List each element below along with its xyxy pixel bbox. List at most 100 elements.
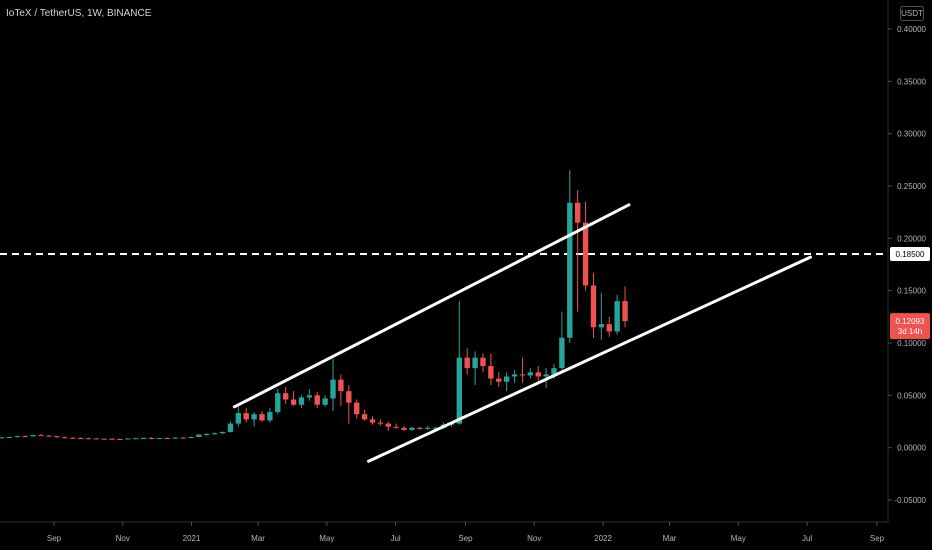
candle-body [559,337,565,369]
candle-body [140,437,147,439]
candle-body [346,391,352,403]
candle-body [62,437,68,439]
candle-body [148,437,155,439]
candle-body [85,438,92,440]
upper-channel-line [232,203,631,409]
last-price-label-bg [890,313,930,340]
x-tick-label: Sep [47,534,62,543]
candle-body [275,393,281,413]
candle-countdown-label: 3d 14h [898,327,922,336]
y-tick-label: 0.05000 [897,391,926,400]
candle-body [574,202,581,223]
candle-body [306,395,313,398]
x-tick-label: Jul [390,534,400,543]
x-tick-label: Nov [116,534,130,543]
candle-body [77,438,84,440]
candle-body [472,357,478,369]
y-tick-label: 0.35000 [897,77,926,86]
candle-body [109,438,115,440]
candle-body [393,426,399,428]
candle-body [432,427,439,429]
y-tick-label: 0.10000 [897,339,926,348]
candle-body [338,379,344,392]
candle-body [219,431,226,434]
x-tick-label: Mar [251,534,265,543]
x-tick-label: Mar [663,534,677,543]
candle-body [385,423,391,427]
candle-body [590,285,597,328]
candle-body [156,438,163,440]
candle-body [22,436,28,438]
symbol-header[interactable]: IoTeX / TetherUS, 1W, BINANCE [6,8,152,19]
candle-body [259,414,265,421]
candle-body [535,372,541,377]
candle-body [211,433,218,435]
candle-body [243,413,249,420]
candle-body [511,374,518,377]
candle-body [196,434,202,437]
candle-body [251,414,257,420]
candle-body [322,398,328,405]
candle-body [401,427,407,430]
candle-body [227,423,234,432]
y-tick-label: 0.25000 [897,182,926,191]
y-tick-label: 0.00000 [897,444,926,453]
level-price-label-bg [890,247,930,262]
candle-body [30,435,36,437]
candle-body [464,357,470,369]
candle-body [164,438,170,440]
candle-body [425,427,431,429]
candle-body [117,438,123,440]
candle-body [503,376,510,382]
candle-body [6,436,13,438]
candle-body [361,414,368,420]
candle-body [204,434,210,436]
candle-body [622,301,628,322]
x-tick-label: Jul [802,534,812,543]
candle-body [606,324,612,332]
candle-body [354,402,360,415]
y-tick-label: -0.05000 [894,496,926,505]
candle-body [188,436,194,438]
candle-body [93,438,99,440]
candle-body [614,301,620,332]
currency-button[interactable]: USDT [900,6,924,21]
candle-body [377,422,384,424]
candle-body [46,435,52,437]
candle-body [14,436,21,438]
candle-body [527,372,534,376]
candle-body [282,393,289,400]
candle-body [598,324,605,328]
x-tick-label: May [319,534,334,543]
candle-body [582,222,589,286]
x-tick-label: 2022 [594,534,612,543]
candle-body [417,427,423,429]
lower-channel-line [367,255,812,463]
candle-body [235,413,242,424]
candle-body [0,437,5,439]
candle-body [409,427,415,430]
candle-body [519,374,526,376]
candle-body [69,437,76,439]
y-tick-label: 0.20000 [897,234,926,243]
candle-body [480,357,486,367]
level-price-label: 0.18500 [896,250,925,259]
candle-body [133,438,139,440]
candle-body [551,368,557,375]
y-tick-label: 0.30000 [897,130,926,139]
candle-body [172,437,178,439]
y-tick-label: 0.40000 [897,25,926,34]
candle-body [488,366,494,379]
candle-body [125,438,131,440]
x-tick-label: Sep [458,534,473,543]
candle-body [330,379,336,399]
last-price-label: 0.12093 [896,317,925,326]
candle-body [101,438,107,440]
candle-body [543,374,549,377]
candle-body [54,436,60,438]
x-tick-label: 2021 [183,534,201,543]
candle-body [180,437,186,439]
candle-body [267,412,273,421]
x-tick-label: Nov [527,534,541,543]
